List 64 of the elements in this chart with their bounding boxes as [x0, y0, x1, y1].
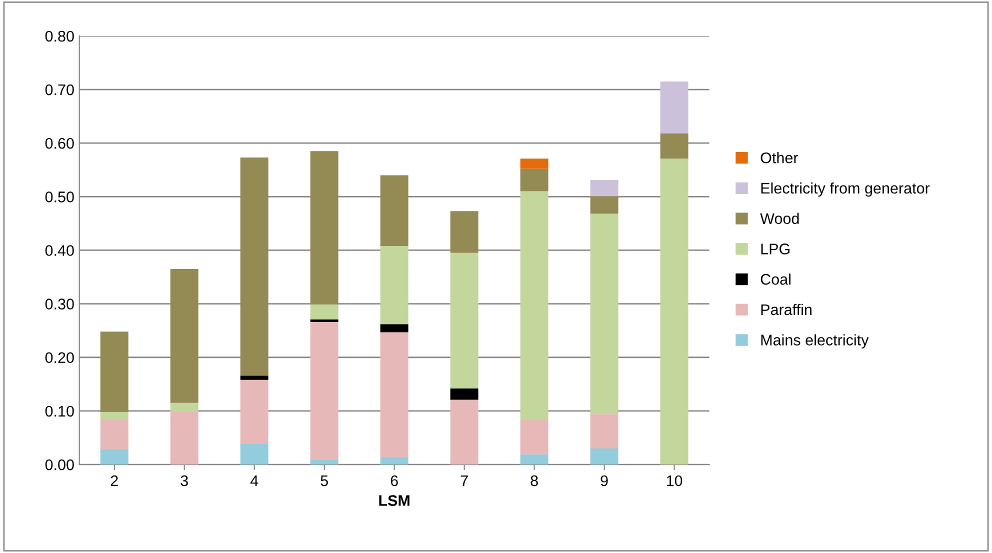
- y-tick-label: 0.70: [45, 84, 74, 96]
- y-tick-label: 0.10: [45, 406, 74, 417]
- bar: [450, 252, 478, 388]
- bar: [100, 450, 128, 465]
- legend-label: Other: [760, 152, 798, 164]
- bar: [310, 304, 338, 320]
- bar: [240, 443, 268, 465]
- legend-label: Mains electricity: [761, 334, 869, 348]
- y-tick-label: 0.20: [45, 352, 74, 364]
- bar: [380, 324, 408, 332]
- bar: [100, 420, 128, 450]
- y-tick-label: 0.60: [45, 138, 74, 149]
- bar: [660, 81, 688, 134]
- x-tick-label: 2: [110, 475, 118, 486]
- x-axis-title: LSM: [379, 495, 410, 506]
- bar: [100, 412, 128, 420]
- y-tick-label: 0.40: [45, 245, 74, 256]
- bar: [450, 400, 478, 465]
- bar: [520, 168, 548, 192]
- bar: [380, 175, 408, 246]
- x-tick-label: 6: [390, 475, 398, 486]
- bar: [310, 319, 338, 322]
- legend-label: Paraffin: [761, 304, 812, 316]
- x-tick-label: 3: [180, 475, 188, 486]
- bar: [590, 414, 618, 448]
- bar: [380, 246, 408, 324]
- x-tick-label: 7: [460, 476, 468, 486]
- x-tick-label: 8: [530, 475, 538, 486]
- bar: [590, 180, 618, 196]
- bar: [520, 191, 548, 420]
- bar: [450, 388, 478, 400]
- bar: [520, 420, 548, 454]
- bar: [660, 133, 688, 159]
- bar: [520, 158, 548, 169]
- bar: [450, 211, 478, 253]
- bar: [590, 196, 618, 214]
- y-tick-label: 0.30: [45, 298, 74, 310]
- x-tick-label: 9: [600, 475, 608, 486]
- x-tick-label: 10: [666, 475, 682, 486]
- x-tick-label: 4: [250, 476, 258, 486]
- y-tick-label: 0.80: [45, 30, 74, 42]
- bar: [310, 322, 338, 460]
- bar: [520, 454, 548, 465]
- x-tick-label: 5: [320, 476, 328, 486]
- bar: [170, 412, 198, 465]
- y-tick-label: 0.00: [45, 459, 74, 470]
- bar: [170, 402, 198, 412]
- legend-label: LPG: [761, 244, 790, 254]
- bar: [170, 268, 198, 403]
- bar: [100, 332, 128, 412]
- bar: [240, 158, 268, 376]
- bar: [590, 214, 618, 414]
- bar: [660, 158, 688, 465]
- bar: [310, 459, 338, 465]
- y-tick-label: 0.50: [45, 192, 74, 202]
- bar: [310, 151, 338, 304]
- legend-label: Wood: [760, 212, 799, 224]
- bar: [240, 376, 268, 380]
- legend-label: Coal: [760, 274, 790, 285]
- bar: [380, 332, 408, 458]
- bar: [240, 380, 268, 444]
- bar: [380, 458, 408, 465]
- bar: [590, 448, 618, 465]
- legend-label: Electricity from generator: [761, 182, 930, 197]
